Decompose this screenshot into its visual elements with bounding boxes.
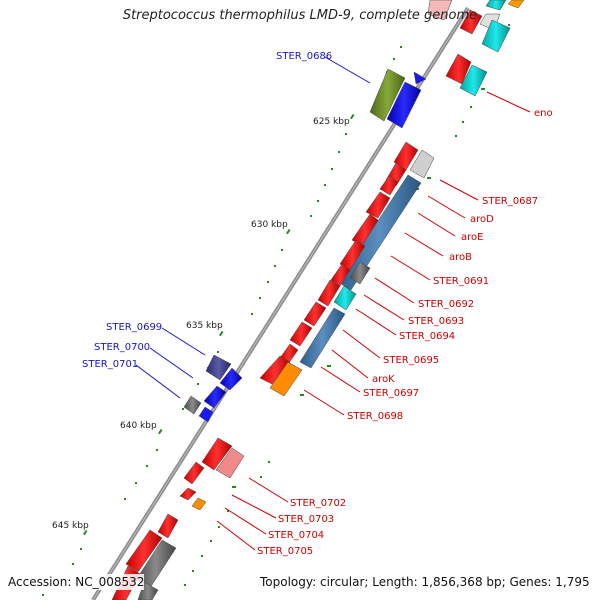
label-ster-0698[interactable]: STER_0698 xyxy=(347,411,403,422)
tick-label-645: 645 kbp xyxy=(52,521,89,531)
label-aroB[interactable]: aroB xyxy=(449,252,472,263)
map-title: Streptococcus thermophilus LMD-9, comple… xyxy=(122,8,478,23)
genes-left xyxy=(183,68,427,423)
genes-right xyxy=(111,0,525,600)
label-ster-0693[interactable]: STER_0693 xyxy=(408,316,464,327)
gene-ster-0704 xyxy=(179,487,197,501)
gene-ster-0700 xyxy=(219,367,243,391)
tick-label-640: 640 kbp xyxy=(120,421,157,431)
label-ster-0705[interactable]: STER_0705 xyxy=(257,546,313,557)
gene-ster-0702 xyxy=(215,447,245,479)
label-ster-0702[interactable]: STER_0702 xyxy=(290,498,346,509)
gene-steel-0694 xyxy=(299,307,346,369)
label-eno[interactable]: eno xyxy=(534,108,553,119)
gene-red-i xyxy=(303,301,327,327)
label-ster-0701[interactable]: STER_0701 xyxy=(82,359,138,370)
label-aroE[interactable]: aroE xyxy=(461,232,483,243)
gene-ster-0701 xyxy=(183,395,202,415)
gene-cyan-0692 xyxy=(333,285,357,311)
tick-label-625: 625 kbp xyxy=(313,117,350,127)
tick-label-630: 630 kbp xyxy=(251,220,288,230)
label-ster-0699[interactable]: STER_0699 xyxy=(106,322,162,333)
topology-text: Topology: circular; Length: 1,856,368 bp… xyxy=(260,574,590,590)
accession-text: Accession: NC_008532 xyxy=(8,574,145,590)
gene-blue-small xyxy=(413,71,427,85)
gene-grey-0691 xyxy=(349,261,371,285)
label-ster-0695[interactable]: STER_0695 xyxy=(383,355,439,366)
gene-red-h xyxy=(317,279,341,307)
leader-lines xyxy=(135,56,531,551)
gene-red-j xyxy=(289,321,313,347)
label-ster-0704[interactable]: STER_0704 xyxy=(268,530,324,541)
gene-eno xyxy=(459,64,488,97)
gene-ster-0703 xyxy=(183,461,205,485)
gene-red-m xyxy=(201,437,233,471)
label-ster-0687[interactable]: STER_0687 xyxy=(482,196,538,207)
gene-ster-0699 xyxy=(205,354,232,381)
gene-olive xyxy=(369,68,406,122)
label-ster-0700[interactable]: STER_0700 xyxy=(94,342,150,353)
label-ster-0694[interactable]: STER_0694 xyxy=(399,331,455,342)
gene-ster-0701b xyxy=(198,406,214,423)
label-ster-0692[interactable]: STER_0692 xyxy=(418,299,474,310)
label-ster-0686[interactable]: STER_0686 xyxy=(276,51,332,62)
label-aroK[interactable]: aroK xyxy=(372,374,395,385)
gene-ster-0686 xyxy=(386,81,422,129)
gene-ster-0700b xyxy=(203,385,227,409)
gene-ster-0705 xyxy=(191,497,207,511)
gene-ster-0687 xyxy=(409,149,435,179)
tick-label-635: 635 kbp xyxy=(186,321,223,331)
label-ster-0697[interactable]: STER_0697 xyxy=(363,388,419,399)
label-aroD[interactable]: aroD xyxy=(470,214,494,225)
gene-red-l xyxy=(259,355,291,385)
gene-red-d xyxy=(365,191,391,219)
label-ster-0703[interactable]: STER_0703 xyxy=(278,514,334,525)
gene-ster-0698 xyxy=(269,361,303,397)
gene-red-c xyxy=(379,175,399,196)
label-ster-0691[interactable]: STER_0691 xyxy=(433,276,489,287)
